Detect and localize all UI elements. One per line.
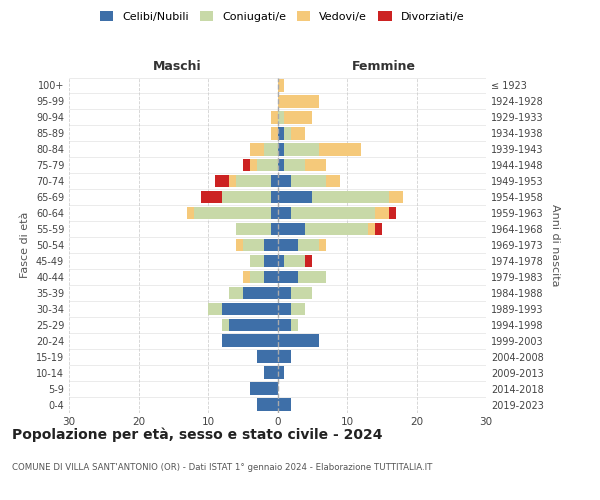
Text: Femmine: Femmine: [352, 60, 416, 72]
Bar: [389, 207, 395, 220]
Bar: [277, 143, 284, 156]
Bar: [271, 127, 277, 140]
Bar: [292, 286, 312, 299]
Bar: [277, 350, 292, 363]
Bar: [263, 143, 277, 156]
Y-axis label: Fasce di età: Fasce di età: [20, 212, 30, 278]
Text: COMUNE DI VILLA SANT'ANTONIO (OR) - Dati ISTAT 1° gennaio 2024 - Elaborazione TU: COMUNE DI VILLA SANT'ANTONIO (OR) - Dati…: [12, 462, 433, 471]
Bar: [292, 302, 305, 315]
Bar: [243, 239, 263, 251]
Bar: [257, 159, 277, 172]
Bar: [277, 191, 312, 203]
Bar: [326, 175, 340, 188]
Bar: [250, 254, 263, 267]
Bar: [201, 191, 222, 203]
Bar: [277, 95, 319, 108]
Bar: [375, 207, 389, 220]
Bar: [292, 175, 326, 188]
Bar: [277, 366, 284, 379]
Bar: [284, 143, 319, 156]
Bar: [229, 286, 243, 299]
Bar: [312, 191, 389, 203]
Bar: [243, 270, 250, 283]
Bar: [263, 366, 277, 379]
Bar: [368, 223, 375, 235]
Bar: [271, 191, 277, 203]
Bar: [277, 254, 284, 267]
Bar: [277, 286, 292, 299]
Bar: [208, 302, 222, 315]
Bar: [319, 143, 361, 156]
Bar: [271, 223, 277, 235]
Bar: [222, 302, 277, 315]
Bar: [250, 143, 263, 156]
Bar: [250, 382, 277, 395]
Bar: [277, 270, 298, 283]
Bar: [229, 175, 236, 188]
Text: Maschi: Maschi: [152, 60, 202, 72]
Bar: [277, 398, 292, 410]
Text: Popolazione per età, sesso e stato civile - 2024: Popolazione per età, sesso e stato civil…: [12, 428, 383, 442]
Bar: [292, 207, 375, 220]
Bar: [271, 207, 277, 220]
Bar: [222, 191, 271, 203]
Bar: [277, 239, 298, 251]
Bar: [389, 191, 403, 203]
Bar: [375, 223, 382, 235]
Bar: [298, 270, 326, 283]
Bar: [257, 398, 277, 410]
Bar: [243, 159, 250, 172]
Bar: [215, 175, 229, 188]
Bar: [236, 223, 271, 235]
Bar: [277, 223, 305, 235]
Bar: [284, 254, 305, 267]
Bar: [263, 270, 277, 283]
Bar: [229, 318, 277, 331]
Bar: [257, 350, 277, 363]
Bar: [277, 334, 319, 347]
Bar: [236, 175, 271, 188]
Bar: [222, 318, 229, 331]
Bar: [292, 318, 298, 331]
Bar: [277, 80, 284, 92]
Bar: [277, 127, 284, 140]
Bar: [236, 239, 243, 251]
Bar: [305, 254, 312, 267]
Bar: [187, 207, 194, 220]
Bar: [298, 239, 319, 251]
Bar: [277, 207, 292, 220]
Bar: [284, 127, 292, 140]
Bar: [263, 254, 277, 267]
Bar: [277, 175, 292, 188]
Bar: [271, 175, 277, 188]
Bar: [277, 159, 284, 172]
Bar: [194, 207, 271, 220]
Bar: [250, 159, 257, 172]
Bar: [271, 111, 277, 124]
Bar: [292, 127, 305, 140]
Bar: [277, 318, 292, 331]
Bar: [284, 159, 305, 172]
Bar: [319, 239, 326, 251]
Bar: [277, 302, 292, 315]
Bar: [263, 239, 277, 251]
Bar: [305, 223, 368, 235]
Bar: [243, 286, 277, 299]
Bar: [284, 111, 312, 124]
Bar: [305, 159, 326, 172]
Bar: [222, 334, 277, 347]
Legend: Celibi/Nubili, Coniugati/e, Vedovi/e, Divorziati/e: Celibi/Nubili, Coniugati/e, Vedovi/e, Di…: [97, 8, 467, 25]
Y-axis label: Anni di nascita: Anni di nascita: [550, 204, 560, 286]
Bar: [277, 111, 284, 124]
Bar: [250, 270, 263, 283]
